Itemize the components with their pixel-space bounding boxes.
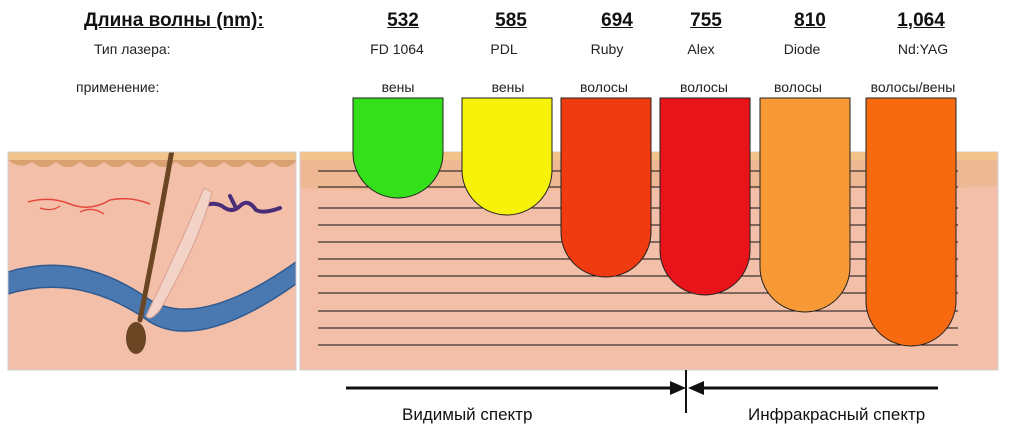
laser-ndyag: Nd:YAG	[897, 41, 949, 57]
laser-beam-ruby	[560, 97, 652, 278]
vein-icon	[8, 261, 296, 332]
laser-type-label: Тип лазера:	[94, 41, 171, 57]
wavelength-694: 694	[601, 10, 633, 31]
spectrum-axis	[346, 370, 938, 413]
laser-fd1064: FD 1064	[370, 41, 424, 57]
use-veins-2: вены	[491, 79, 525, 95]
wavelength-755: 755	[690, 10, 722, 31]
wavelength-header: Длина волны (nm):	[84, 10, 264, 31]
use-hair-1: волосы	[580, 79, 628, 95]
use-hair-3: волосы	[774, 79, 822, 95]
laser-pdl: PDL	[490, 41, 518, 57]
visible-spectrum-label: Видимый спектр	[402, 405, 533, 424]
spider-vein-icon	[196, 200, 282, 214]
wavelength-810: 810	[794, 10, 826, 31]
capillary-icon	[27, 197, 151, 208]
laser-beam-alex	[659, 97, 751, 296]
laser-beam-pdl	[461, 97, 553, 216]
laser-alex: Alex	[687, 41, 715, 57]
skin-cross-section	[8, 152, 296, 370]
laser-ruby: Ruby	[590, 41, 624, 57]
use-veins-1: вены	[381, 79, 415, 95]
hair-icon	[137, 152, 175, 323]
wavelength-1064: 1,064	[897, 10, 945, 31]
application-label: применение:	[76, 79, 160, 95]
laser-beam-ndyag	[865, 97, 957, 347]
wavelength-585: 585	[495, 10, 527, 31]
laser-beam-fd1064	[352, 97, 444, 199]
follicle-icon	[145, 187, 213, 319]
infrared-spectrum-label: Инфракрасный спектр	[748, 405, 926, 424]
wavelength-532: 532	[387, 10, 419, 31]
laser-beams	[352, 97, 957, 347]
laser-beam-diode	[759, 97, 851, 313]
use-hair-veins: волосы/вены	[870, 79, 956, 95]
use-hair-2: волосы	[680, 79, 728, 95]
laser-diode: Diode	[783, 41, 821, 57]
